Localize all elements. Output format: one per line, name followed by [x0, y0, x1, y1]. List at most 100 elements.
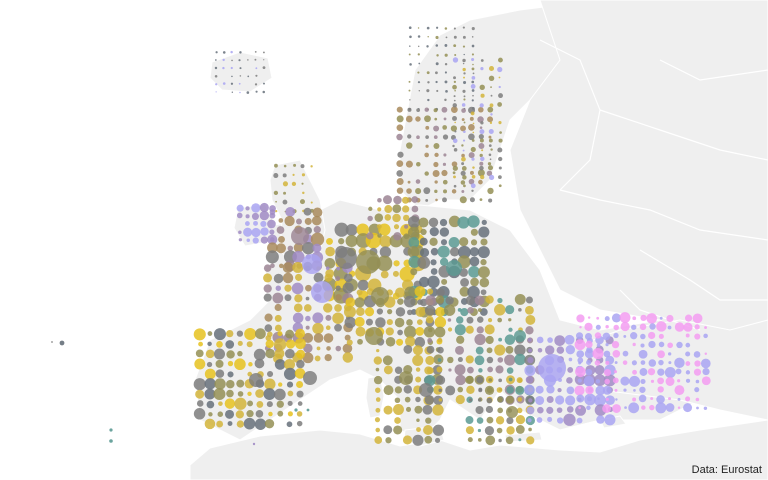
map-dot	[453, 27, 456, 30]
map-dot	[574, 385, 585, 396]
map-dot	[477, 246, 490, 259]
map-dot	[394, 366, 403, 374]
map-dot	[238, 238, 243, 242]
map-dot	[433, 108, 438, 113]
map-dot	[432, 404, 444, 416]
map-dot	[430, 259, 437, 266]
map-dot	[426, 367, 434, 374]
map-dot	[444, 53, 448, 57]
map-dot	[487, 106, 494, 113]
map-dot	[247, 391, 252, 396]
map-dot	[587, 316, 591, 319]
map-dot	[299, 199, 305, 205]
map-dot	[302, 254, 322, 274]
map-dot	[274, 314, 282, 322]
map-dot	[630, 332, 638, 340]
map-dot	[451, 161, 458, 167]
map-dot	[476, 417, 484, 424]
map-dot	[476, 326, 484, 334]
map-dot	[214, 74, 218, 78]
map-dot	[537, 347, 543, 353]
map-dot	[656, 395, 665, 404]
map-dot	[452, 144, 455, 148]
map-dot	[640, 343, 645, 348]
map-dot	[411, 196, 419, 203]
map-dot	[365, 318, 373, 326]
map-dot	[208, 412, 213, 417]
map-dot	[314, 355, 321, 362]
map-dot	[403, 295, 416, 308]
map-dot	[477, 116, 484, 123]
map-dot	[445, 296, 454, 305]
map-dot	[215, 91, 217, 93]
map-dot	[602, 404, 611, 413]
map-dot	[460, 125, 466, 132]
map-dot	[278, 263, 284, 269]
map-dot	[214, 378, 226, 390]
map-dot	[426, 71, 430, 75]
map-dot	[452, 103, 457, 108]
map-dot	[480, 121, 484, 125]
map-dot	[455, 394, 465, 405]
map-dot	[294, 368, 306, 379]
map-dot	[485, 335, 494, 345]
map-dot	[463, 121, 466, 124]
map-dot	[295, 273, 303, 281]
map-dot	[394, 287, 406, 298]
map-dot	[462, 35, 466, 39]
map-dot	[457, 307, 462, 312]
map-dot	[538, 354, 566, 382]
map-dot	[631, 360, 637, 366]
map-dot	[424, 305, 436, 316]
map-dot	[305, 284, 312, 292]
map-dot	[436, 54, 439, 57]
map-dot	[374, 436, 383, 444]
map-dot	[505, 436, 514, 445]
map-dot	[594, 365, 605, 375]
map-dot	[498, 184, 502, 188]
map-dot	[441, 278, 448, 285]
map-dot	[612, 377, 619, 384]
map-dot	[408, 26, 412, 30]
map-dot	[488, 144, 492, 147]
map-dot	[447, 318, 452, 322]
map-dot	[427, 98, 430, 102]
map-dot	[442, 179, 448, 185]
map-dot	[632, 316, 637, 321]
map-dot	[480, 67, 484, 71]
map-dot	[204, 388, 216, 400]
map-dot	[282, 272, 294, 284]
map-dot	[274, 359, 286, 370]
map-dot	[213, 388, 226, 401]
map-dot	[460, 180, 466, 185]
map-dot	[254, 358, 265, 369]
map-dot	[594, 394, 606, 407]
map-dot	[346, 339, 353, 346]
map-dot	[408, 237, 420, 248]
map-dot	[254, 50, 257, 53]
map-dot	[465, 355, 474, 364]
map-dot	[239, 75, 242, 77]
map-dot	[439, 257, 449, 267]
map-dot	[467, 366, 474, 374]
map-dot	[292, 261, 304, 273]
map-dot	[602, 332, 611, 341]
map-dot	[251, 227, 261, 238]
map-dot	[624, 406, 627, 409]
map-dot	[235, 410, 244, 419]
map-dot	[356, 307, 365, 316]
map-dot	[436, 26, 439, 29]
map-dot	[239, 51, 242, 54]
map-dot	[463, 139, 466, 142]
map-dot	[603, 368, 612, 377]
map-dot	[269, 209, 276, 215]
map-dot	[418, 217, 429, 228]
map-dot	[434, 326, 446, 338]
map-dot	[615, 398, 618, 401]
map-dot	[474, 355, 485, 366]
map-dot	[435, 62, 439, 66]
map-dot	[488, 378, 493, 382]
map-dot	[478, 179, 483, 185]
map-dot	[428, 217, 439, 228]
map-dot	[566, 406, 574, 413]
